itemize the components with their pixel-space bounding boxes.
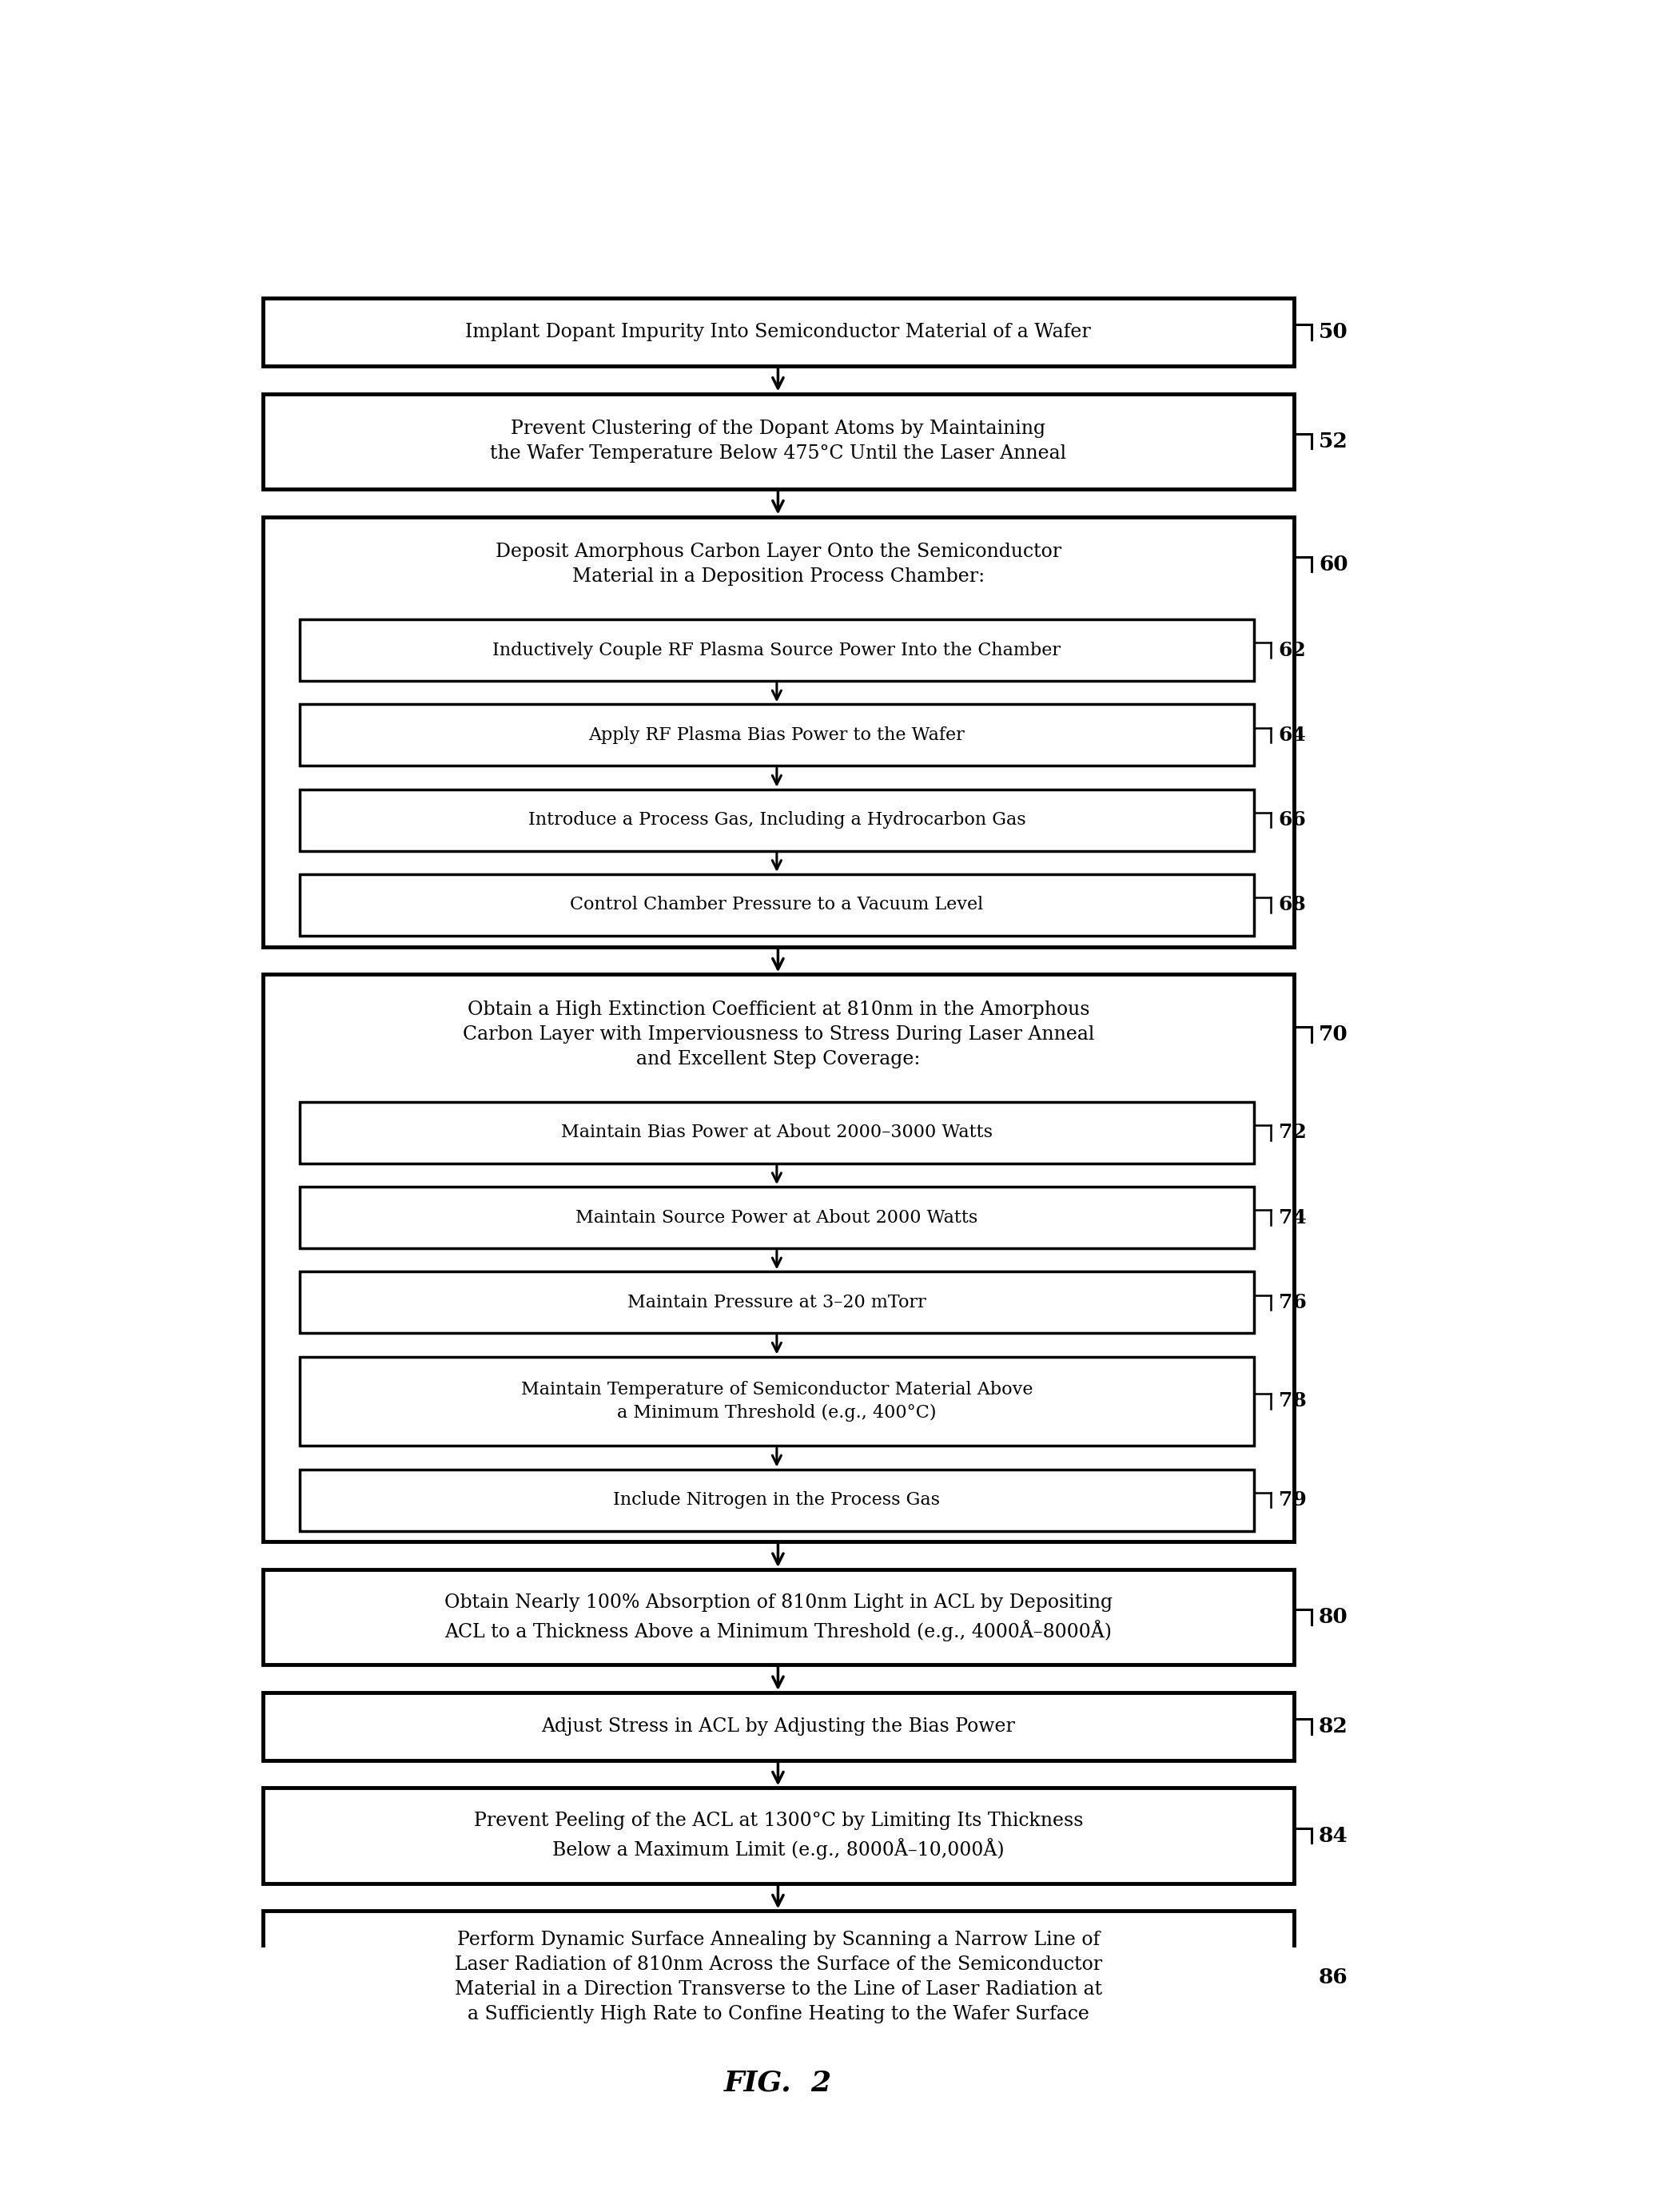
Text: 79: 79 xyxy=(1278,1490,1307,1510)
Text: 86: 86 xyxy=(1319,1967,1347,1987)
Text: Prevent Clustering of the Dopant Atoms by Maintaining
the Wafer Temperature Belo: Prevent Clustering of the Dopant Atoms b… xyxy=(491,420,1067,464)
Bar xyxy=(299,1468,1253,1532)
Text: 84: 84 xyxy=(1319,1825,1349,1847)
Bar xyxy=(299,1271,1253,1332)
Bar xyxy=(262,1569,1294,1665)
Text: 64: 64 xyxy=(1278,726,1307,744)
Text: Maintain Temperature of Semiconductor Material Above
a Minimum Threshold (e.g., : Maintain Temperature of Semiconductor Ma… xyxy=(521,1381,1033,1422)
Text: Obtain a High Extinction Coefficient at 810nm in the Amorphous
Carbon Layer with: Obtain a High Extinction Coefficient at … xyxy=(462,1000,1094,1068)
Text: Apply RF Plasma Bias Power to the Wafer: Apply RF Plasma Bias Power to the Wafer xyxy=(588,726,964,744)
Text: FIG.  2: FIG. 2 xyxy=(724,2070,832,2096)
Text: 80: 80 xyxy=(1319,1608,1347,1628)
Text: Perform Dynamic Surface Annealing by Scanning a Narrow Line of
Laser Radiation o: Perform Dynamic Surface Annealing by Sca… xyxy=(455,1930,1102,2024)
Text: 62: 62 xyxy=(1278,641,1307,661)
Bar xyxy=(299,705,1253,766)
Text: 82: 82 xyxy=(1319,1715,1347,1737)
Text: Implant Dopant Impurity Into Semiconductor Material of a Wafer: Implant Dopant Impurity Into Semiconduct… xyxy=(465,324,1090,341)
Bar xyxy=(262,974,1294,1543)
Text: Adjust Stress in ACL by Adjusting the Bias Power: Adjust Stress in ACL by Adjusting the Bi… xyxy=(541,1718,1015,1735)
Text: 72: 72 xyxy=(1278,1122,1307,1142)
Bar xyxy=(299,790,1253,851)
Text: Control Chamber Pressure to a Vacuum Level: Control Chamber Pressure to a Vacuum Lev… xyxy=(570,897,983,915)
Text: Obtain Nearly 100% Absorption of 810nm Light in ACL by Depositing
ACL to a Thick: Obtain Nearly 100% Absorption of 810nm L… xyxy=(444,1593,1112,1641)
Text: Include Nitrogen in the Process Gas: Include Nitrogen in the Process Gas xyxy=(613,1492,941,1510)
Text: 60: 60 xyxy=(1319,554,1347,575)
Text: 68: 68 xyxy=(1278,895,1307,915)
Text: Maintain Pressure at 3–20 mTorr: Maintain Pressure at 3–20 mTorr xyxy=(627,1293,926,1311)
Text: 70: 70 xyxy=(1319,1024,1347,1044)
Bar xyxy=(299,619,1253,680)
Bar xyxy=(299,875,1253,936)
Bar xyxy=(262,1694,1294,1761)
Bar xyxy=(262,1788,1294,1884)
Bar xyxy=(262,298,1294,365)
Text: 76: 76 xyxy=(1278,1293,1307,1313)
Bar xyxy=(299,1186,1253,1249)
Text: Prevent Peeling of the ACL at 1300°C by Limiting Its Thickness
Below a Maximum L: Prevent Peeling of the ACL at 1300°C by … xyxy=(474,1812,1084,1860)
Bar xyxy=(262,394,1294,488)
Text: Maintain Source Power at About 2000 Watts: Maintain Source Power at About 2000 Watt… xyxy=(576,1208,978,1225)
Bar xyxy=(262,516,1294,947)
Text: 52: 52 xyxy=(1319,431,1347,451)
Text: Introduce a Process Gas, Including a Hydrocarbon Gas: Introduce a Process Gas, Including a Hyd… xyxy=(528,812,1025,829)
Text: Deposit Amorphous Carbon Layer Onto the Semiconductor
Material in a Deposition P: Deposit Amorphous Carbon Layer Onto the … xyxy=(496,543,1062,586)
Bar xyxy=(299,1103,1253,1164)
Text: 78: 78 xyxy=(1278,1392,1307,1411)
Text: 66: 66 xyxy=(1278,810,1307,829)
Text: Inductively Couple RF Plasma Source Power Into the Chamber: Inductively Couple RF Plasma Source Powe… xyxy=(492,641,1060,659)
Bar xyxy=(262,1910,1294,2044)
Text: 74: 74 xyxy=(1278,1208,1307,1227)
Bar xyxy=(299,1357,1253,1446)
Text: 50: 50 xyxy=(1319,322,1347,341)
Text: Maintain Bias Power at About 2000–3000 Watts: Maintain Bias Power at About 2000–3000 W… xyxy=(561,1125,993,1142)
